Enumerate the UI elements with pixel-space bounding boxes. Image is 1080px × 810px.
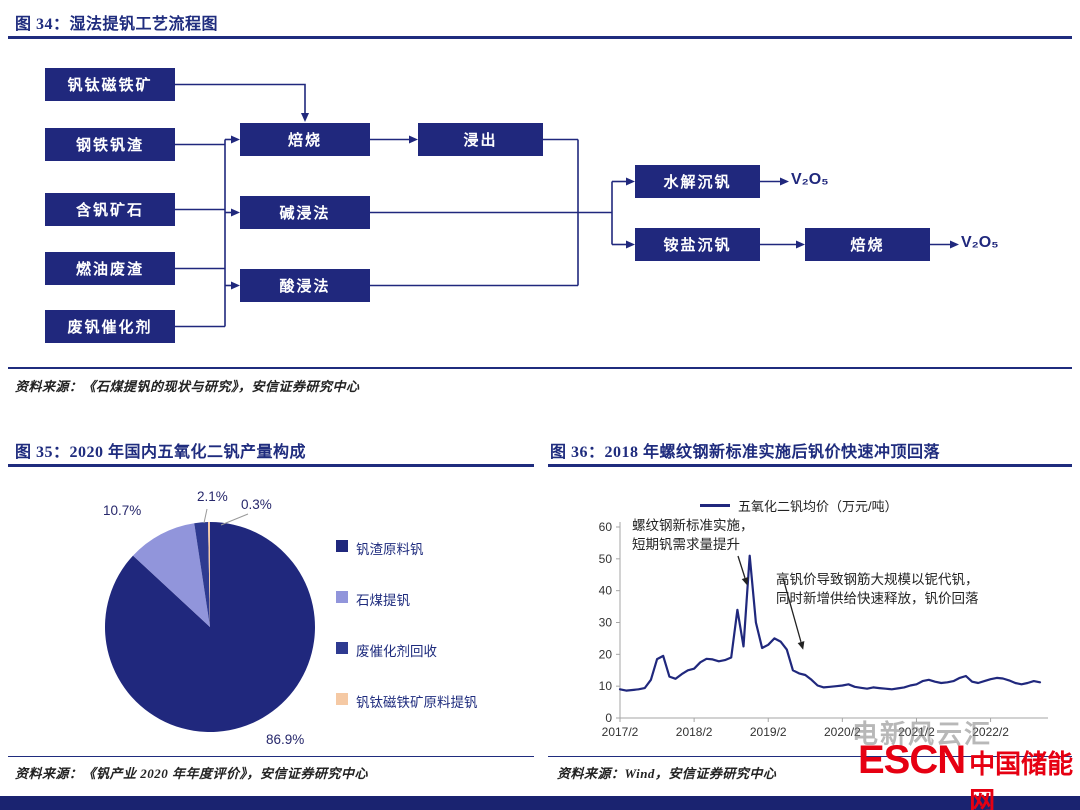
- fig36-legend: 五氧化二钒均价（万元/吨）: [700, 496, 898, 515]
- legend-label-catalyst-recovery: 废催化剂回收: [356, 644, 437, 659]
- svg-text:60: 60: [599, 520, 613, 534]
- bottom-bar: [0, 796, 1080, 810]
- legend-label-slag: 钒渣原料钒: [356, 542, 424, 557]
- svg-text:2019/2: 2019/2: [750, 725, 787, 739]
- flow-box-leaching: 浸出: [418, 123, 543, 156]
- fig35-title-rule: [8, 464, 534, 467]
- fig34-source-rule: [8, 367, 1072, 369]
- watermark-text: 电新风云汇: [852, 720, 993, 749]
- flow-box-fuel-oil-residue: 燃油废渣: [45, 252, 175, 285]
- legend-item-vtm: 钒钛磁铁矿原料提钒: [336, 691, 478, 711]
- flow-box-waste-catalyst: 废钒催化剂: [45, 310, 175, 343]
- flow-box-steel-vanadium-slag: 钢铁钒渣: [45, 128, 175, 161]
- fig34-flowchart: 钒钛磁铁矿 钢铁钒渣 含钒矿石 燃油废渣 废钒催化剂 焙烧 浸出 碱浸法 酸浸法…: [0, 55, 1080, 360]
- svg-text:2021/2: 2021/2: [898, 725, 935, 739]
- legend-item-catalyst-recovery: 废催化剂回收: [336, 640, 478, 660]
- escn-logo-cn-text: 中国储能网: [969, 750, 1074, 810]
- flow-box-roasting-2: 焙烧: [805, 228, 930, 261]
- fig36-line-chart: 0 10 20 30 40 50 60 2017/2 2018/2 2019/2 2020/2 202…: [599, 520, 1048, 739]
- pie-label-catalyst-recovery: 2.1%: [197, 489, 228, 504]
- flow-output-v2o5-2: V₂O₅: [961, 234, 999, 251]
- svg-text:2017/2: 2017/2: [602, 725, 639, 739]
- fig35-title: 图 35：2020 年国内五氧化二钒产量构成: [15, 444, 307, 461]
- annotation1-arrow: [737, 555, 749, 586]
- pie-label-shimei: 10.7%: [103, 503, 142, 518]
- pie-leader-line-0-3: [220, 513, 249, 526]
- flow-box-alkali-leaching: 碱浸法: [240, 196, 370, 229]
- legend-swatch-slag: [336, 540, 348, 552]
- fig36-annotation1: 螺纹钢新标准实施，短期钒需求量提升: [632, 518, 754, 552]
- connector-vtm-to-roast: [175, 83, 309, 122]
- fig35-source: 资料来源：《钒产业 2020 年年度评价》，安信证券研究中心: [15, 766, 369, 781]
- svg-text:50: 50: [599, 552, 613, 566]
- flow-box-vanadium-ore: 含钒矿石: [45, 193, 175, 226]
- fig34-title: 图 34：湿法提钒工艺流程图: [15, 16, 219, 33]
- flow-box-vanadium-titanium-magnetite: 钒钛磁铁矿: [45, 68, 175, 101]
- flow-box-roasting: 焙烧: [240, 123, 370, 156]
- svg-text:2018/2: 2018/2: [676, 725, 713, 739]
- legend-item-shimei: 石煤提钒: [336, 589, 478, 609]
- fig36-title: 图 36：2018 年螺纹钢新标准实施后钒价快速冲顶回落: [550, 444, 941, 461]
- fig35-legend: 钒渣原料钒 石煤提钒 废催化剂回收 钒钛磁铁矿原料提钒: [336, 538, 478, 711]
- fig34-title-rule: [8, 36, 1072, 39]
- pie-slices: [104, 522, 315, 732]
- legend-item-slag: 钒渣原料钒: [336, 538, 478, 558]
- svg-text:0: 0: [605, 711, 612, 725]
- svg-text:40: 40: [599, 584, 613, 598]
- fig34-source: 资料来源：《石煤提钒的现状与研究》，安信证券研究中心: [15, 379, 360, 394]
- pie-leader-line-2-1: [203, 508, 208, 524]
- pie-label-slag: 86.9%: [266, 732, 305, 747]
- fig36-title-rule: [548, 464, 1072, 467]
- svg-text:10: 10: [599, 679, 613, 693]
- escn-logo: ESCN 中国储能网: [858, 738, 1080, 810]
- fig36-legend-label: 五氧化二钒均价（万元/吨）: [738, 499, 898, 514]
- flow-box-acid-leaching: 酸浸法: [240, 269, 370, 302]
- fig35-pie-chart: [104, 508, 315, 732]
- legend-label-shimei: 石煤提钒: [356, 593, 410, 608]
- escn-logo-text: ESCN: [858, 738, 966, 782]
- svg-text:20: 20: [599, 647, 613, 661]
- svg-text:30: 30: [599, 616, 613, 630]
- fig36-source: 资料来源：Wind，安信证券研究中心: [557, 766, 777, 781]
- fig36-source-rule: [548, 756, 1072, 757]
- legend-label-vtm: 钒钛磁铁矿原料提钒: [356, 695, 478, 710]
- flow-box-hydrolysis-precipitation: 水解沉钒: [635, 165, 760, 198]
- pie-label-vtm: 0.3%: [241, 497, 272, 512]
- annotation2-arrow: [782, 577, 805, 650]
- legend-swatch-shimei: [336, 591, 348, 603]
- svg-text:2022/2: 2022/2: [972, 725, 1009, 739]
- flow-box-ammonium-precipitation: 铵盐沉钒: [635, 228, 760, 261]
- flowchart-connectors: [175, 83, 959, 328]
- line-plot: 0 10 20 30 40 50 60 2017/2 2018/2 2019/2 2020/2 202…: [599, 520, 1048, 739]
- legend-swatch-catalyst-recovery: [336, 642, 348, 654]
- svg-text:2020/2: 2020/2: [824, 725, 861, 739]
- legend-line-swatch: [700, 504, 730, 507]
- legend-swatch-vtm: [336, 693, 348, 705]
- fig36-annotation2: 高钒价导致钢筋大规模以铌代钒，同时新增供给快速释放，钒价回落: [776, 572, 979, 606]
- fig35-source-rule: [8, 756, 534, 757]
- flow-output-v2o5-1: V₂O₅: [791, 171, 829, 188]
